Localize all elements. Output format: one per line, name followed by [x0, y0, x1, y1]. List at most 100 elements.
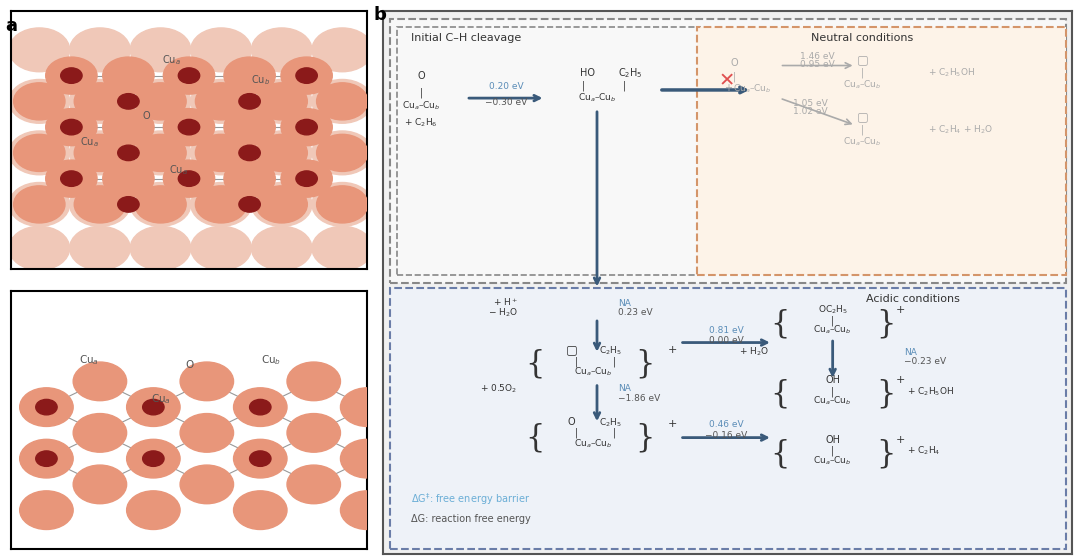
Circle shape — [75, 134, 125, 171]
Text: O: O — [418, 71, 426, 81]
Text: Neutral conditions: Neutral conditions — [811, 33, 913, 43]
Text: +: + — [895, 305, 905, 315]
Circle shape — [252, 226, 312, 270]
Circle shape — [249, 399, 271, 415]
Text: + 0.5O$_2$: + 0.5O$_2$ — [481, 382, 517, 395]
Circle shape — [312, 28, 373, 72]
Circle shape — [45, 160, 97, 197]
Text: {: { — [525, 422, 544, 453]
Circle shape — [60, 68, 82, 83]
Circle shape — [287, 413, 340, 452]
Circle shape — [233, 439, 287, 478]
Text: |: | — [582, 80, 585, 91]
Circle shape — [135, 134, 186, 171]
Text: |: | — [831, 446, 834, 456]
Circle shape — [60, 119, 82, 135]
Text: Cu$_a$–Cu$_b$: Cu$_a$–Cu$_b$ — [813, 454, 852, 466]
Circle shape — [239, 145, 260, 161]
Text: |: | — [575, 428, 578, 438]
Text: Cu$_a$–Cu$_b$: Cu$_a$–Cu$_b$ — [813, 394, 852, 407]
Circle shape — [163, 160, 215, 197]
Text: |: | — [623, 80, 626, 91]
Text: ▢: ▢ — [856, 53, 868, 66]
Circle shape — [69, 226, 131, 270]
Circle shape — [75, 83, 125, 120]
Text: NA: NA — [618, 298, 631, 307]
Circle shape — [195, 186, 246, 223]
Text: Cu$_b$: Cu$_b$ — [261, 353, 281, 367]
Text: {: { — [770, 308, 789, 339]
Circle shape — [233, 491, 287, 530]
Text: }: } — [635, 349, 654, 380]
Circle shape — [224, 160, 275, 197]
Circle shape — [14, 83, 65, 120]
Text: Cu$_a$–Cu$_b$: Cu$_a$–Cu$_b$ — [813, 324, 852, 336]
Text: + H$_2$O: + H$_2$O — [739, 346, 769, 358]
Text: {: { — [770, 379, 789, 410]
Text: O: O — [568, 417, 576, 427]
Text: Cu$_a$: Cu$_a$ — [79, 353, 99, 367]
Circle shape — [180, 362, 233, 401]
Circle shape — [224, 57, 275, 94]
Text: ▢: ▢ — [856, 110, 868, 123]
Circle shape — [281, 57, 333, 94]
Circle shape — [118, 94, 139, 109]
Text: Cu$_a$: Cu$_a$ — [150, 392, 171, 406]
Circle shape — [143, 451, 164, 466]
Circle shape — [73, 362, 126, 401]
Circle shape — [131, 28, 191, 72]
Text: O: O — [185, 361, 193, 371]
Circle shape — [256, 134, 308, 171]
Text: + C$_2$H$_5$OH: + C$_2$H$_5$OH — [928, 66, 975, 79]
Text: −0.23 eV: −0.23 eV — [904, 357, 946, 366]
FancyBboxPatch shape — [390, 288, 1066, 549]
Circle shape — [256, 83, 308, 120]
Text: 0.95 eV: 0.95 eV — [800, 59, 835, 69]
Circle shape — [73, 413, 126, 452]
Circle shape — [126, 439, 180, 478]
Circle shape — [252, 80, 312, 123]
Text: Cu$_a$: Cu$_a$ — [80, 135, 98, 149]
Text: {: { — [770, 438, 789, 469]
Text: 1.02 eV: 1.02 eV — [794, 108, 828, 116]
Text: −0.30 eV: −0.30 eV — [485, 97, 527, 106]
Text: −1.86 eV: −1.86 eV — [618, 394, 660, 403]
Text: OC$_2$H$_5$: OC$_2$H$_5$ — [818, 304, 848, 316]
Text: ΔG: reaction free energy: ΔG: reaction free energy — [411, 514, 530, 524]
Text: Cu$_a$–Cu$_b$: Cu$_a$–Cu$_b$ — [733, 82, 771, 95]
Circle shape — [131, 131, 191, 175]
Text: OH: OH — [825, 435, 840, 445]
Circle shape — [178, 171, 200, 186]
Circle shape — [69, 28, 131, 72]
Text: |: | — [861, 67, 864, 78]
Text: C$_2$H$_5$: C$_2$H$_5$ — [599, 416, 622, 428]
Text: ΔG$^‡$: free energy barrier: ΔG$^‡$: free energy barrier — [411, 491, 530, 507]
Circle shape — [252, 183, 312, 226]
Circle shape — [36, 451, 57, 466]
Text: 1.05 eV: 1.05 eV — [793, 99, 828, 108]
Circle shape — [178, 119, 200, 135]
Text: + C$_2$H$_5$OH: + C$_2$H$_5$OH — [907, 385, 954, 398]
Text: HO: HO — [580, 68, 595, 78]
Text: |: | — [831, 315, 834, 326]
Circle shape — [195, 83, 246, 120]
FancyBboxPatch shape — [697, 27, 1066, 274]
Circle shape — [281, 109, 333, 146]
Circle shape — [252, 28, 312, 72]
Circle shape — [233, 388, 287, 427]
Text: a: a — [5, 17, 17, 35]
FancyBboxPatch shape — [397, 27, 700, 274]
Circle shape — [143, 399, 164, 415]
Circle shape — [135, 186, 186, 223]
Text: ✕: ✕ — [718, 71, 734, 90]
Circle shape — [126, 388, 180, 427]
Circle shape — [316, 134, 368, 171]
Text: Acidic conditions: Acidic conditions — [866, 294, 960, 304]
Circle shape — [163, 57, 215, 94]
Text: {: { — [525, 349, 544, 380]
Circle shape — [312, 183, 373, 226]
Circle shape — [252, 131, 312, 175]
Circle shape — [75, 186, 125, 223]
Circle shape — [103, 57, 154, 94]
Text: Cu$_a$–Cu$_b$: Cu$_a$–Cu$_b$ — [402, 100, 441, 113]
